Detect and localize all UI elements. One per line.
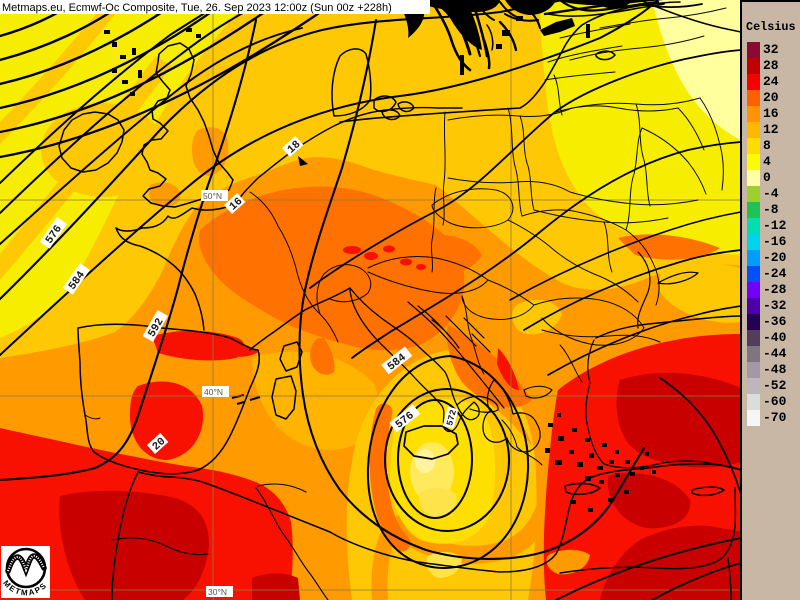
svg-text:-44: -44 xyxy=(763,346,787,361)
svg-text:8: 8 xyxy=(763,138,771,153)
svg-text:4: 4 xyxy=(763,154,771,169)
svg-text:Celsius: Celsius xyxy=(746,20,796,34)
svg-text:572: 572 xyxy=(445,409,459,427)
svg-text:-70: -70 xyxy=(763,410,787,425)
svg-text:0: 0 xyxy=(763,170,771,185)
svg-text:-28: -28 xyxy=(763,282,787,297)
svg-text:-36: -36 xyxy=(763,314,787,329)
svg-text:-24: -24 xyxy=(763,266,787,281)
svg-text:-8: -8 xyxy=(763,202,779,217)
svg-text:-12: -12 xyxy=(763,218,787,233)
svg-text:20: 20 xyxy=(763,90,779,105)
svg-text:-60: -60 xyxy=(763,394,787,409)
svg-text:12: 12 xyxy=(763,122,779,137)
svg-text:-52: -52 xyxy=(763,378,787,393)
svg-text:-4: -4 xyxy=(763,186,779,201)
svg-text:30°N: 30°N xyxy=(208,587,227,597)
svg-text:40°N: 40°N xyxy=(204,387,223,397)
svg-text:-32: -32 xyxy=(763,298,787,313)
svg-text:-48: -48 xyxy=(763,362,787,377)
svg-text:-16: -16 xyxy=(763,234,787,249)
svg-text:16: 16 xyxy=(763,106,779,121)
svg-text:-20: -20 xyxy=(763,250,787,265)
svg-text:32: 32 xyxy=(763,42,779,57)
svg-text:-40: -40 xyxy=(763,330,787,345)
svg-text:Metmaps.eu, Ecmwf-Oc Composite: Metmaps.eu, Ecmwf-Oc Composite, Tue, 26.… xyxy=(2,2,392,14)
svg-text:24: 24 xyxy=(763,74,779,89)
svg-text:28: 28 xyxy=(763,58,779,73)
svg-text:50°N: 50°N xyxy=(203,191,222,201)
